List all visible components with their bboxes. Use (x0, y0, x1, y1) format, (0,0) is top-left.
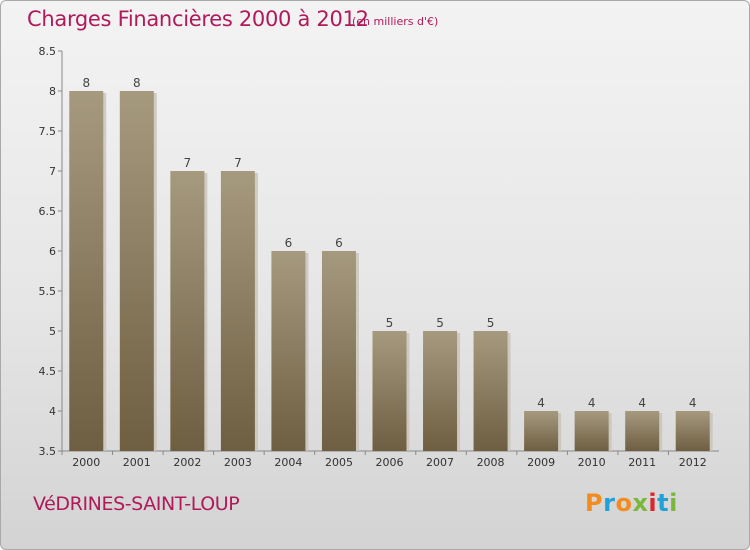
bar-2004 (271, 251, 306, 451)
x-tick-label: 2003 (224, 456, 252, 469)
data-label-2004: 6 (285, 236, 293, 250)
x-tick-label: 2007 (426, 456, 454, 469)
data-label-2011: 4 (638, 396, 646, 410)
data-label-2010: 4 (588, 396, 596, 410)
data-label-2008: 5 (487, 316, 495, 330)
bar-2002 (170, 171, 205, 451)
y-tick-label: 8.5 (39, 45, 57, 58)
bar-2009 (524, 411, 559, 451)
x-tick-label: 2002 (173, 456, 201, 469)
y-tick-label: 6 (49, 245, 56, 258)
x-tick-label: 2009 (527, 456, 555, 469)
logo-letter: P (585, 489, 604, 517)
y-tick-label: 5.5 (39, 285, 57, 298)
y-tick-label: 7.5 (39, 125, 57, 138)
x-tick-label: 2005 (325, 456, 353, 469)
bar-2011 (625, 411, 660, 451)
logo-letter: x (632, 489, 649, 517)
data-label-2002: 7 (184, 156, 192, 170)
data-label-2001: 8 (133, 76, 141, 90)
logo-letter: o (615, 489, 633, 517)
x-axis: 2000 2001 2002 2003 2004 2005 2006 2007 2008 2009… (61, 450, 719, 469)
bar-2003 (220, 171, 255, 451)
data-label-2003: 7 (234, 156, 242, 170)
data-label-2007: 5 (436, 316, 444, 330)
x-tick-label: 2012 (679, 456, 707, 469)
y-tick-label: 7 (49, 165, 56, 178)
x-tick-label: 2010 (578, 456, 606, 469)
y-tick-label: 6.5 (39, 205, 57, 218)
y-tick-label: 3.5 (39, 445, 57, 458)
y-tick-label: 8 (49, 85, 56, 98)
chart-unit-label: (en milliers d'€) (352, 15, 439, 28)
data-label-2000: 8 (82, 76, 90, 90)
data-label-2012: 4 (689, 396, 697, 410)
y-tick-label: 4.5 (39, 365, 57, 378)
logo-letter: t (657, 489, 670, 517)
y-tick-label: 5 (49, 325, 56, 338)
data-label-2006: 5 (386, 316, 394, 330)
x-tick-label: 2000 (72, 456, 100, 469)
bar-2008 (473, 331, 508, 451)
x-tick-label: 2004 (274, 456, 302, 469)
proxiti-logo[interactable]: Proxiti (585, 489, 678, 517)
logo-letter: i (669, 489, 678, 517)
logo-letter: r (603, 489, 616, 517)
bar-2006 (372, 331, 407, 451)
y-axis: 3.5 4 4.5 5 5.5 6 6.5 7 7.5 8 8.5 (39, 45, 63, 458)
bar-2007 (423, 331, 458, 451)
bar-series (69, 91, 713, 451)
y-tick-label: 4 (49, 405, 56, 418)
bar-2005 (321, 251, 356, 451)
bar-2000 (69, 91, 104, 451)
x-tick-label: 2008 (477, 456, 505, 469)
data-label-2009: 4 (537, 396, 545, 410)
x-tick-label: 2006 (376, 456, 404, 469)
bar-2012 (675, 411, 710, 451)
data-labels: 8 8 7 7 6 6 5 5 5 4 4 4 4 (82, 76, 696, 410)
bar-2001 (119, 91, 154, 451)
logo-letter: i (648, 489, 658, 517)
bar-2010 (574, 411, 609, 451)
data-label-2005: 6 (335, 236, 343, 250)
x-tick-label: 2001 (123, 456, 151, 469)
commune-name: VéDRINES-SAINT-LOUP (33, 493, 240, 515)
chart-title: Charges Financières 2000 à 2012 (27, 7, 369, 31)
x-tick-label: 2011 (628, 456, 656, 469)
